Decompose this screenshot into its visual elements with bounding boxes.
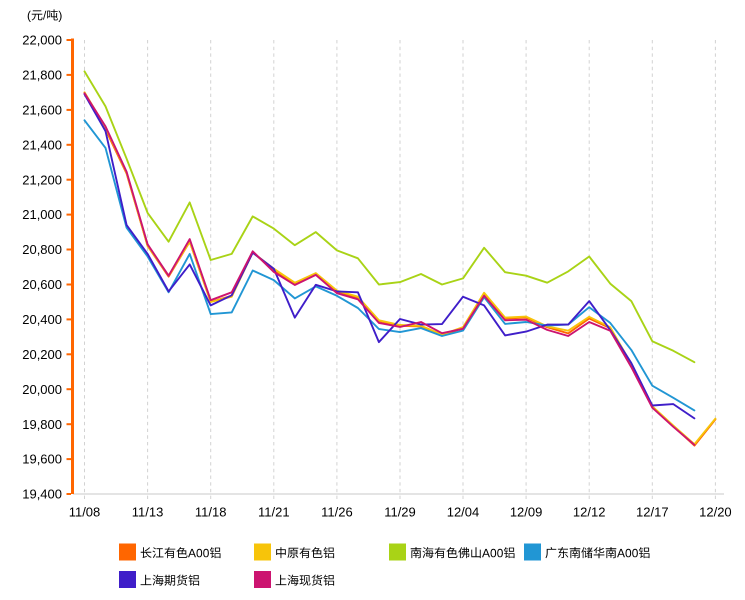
svg-text:11/18: 11/18 xyxy=(195,505,227,520)
svg-text:12/09: 12/09 xyxy=(510,505,543,520)
svg-text:11/08: 11/08 xyxy=(69,505,101,520)
svg-text:12/04: 12/04 xyxy=(447,505,480,520)
svg-text:21,600: 21,600 xyxy=(22,103,62,118)
svg-text:20,800: 20,800 xyxy=(22,242,62,257)
svg-text:20,000: 20,000 xyxy=(22,382,62,397)
svg-text:12/20: 12/20 xyxy=(699,505,732,520)
svg-text:11/21: 11/21 xyxy=(258,505,290,520)
svg-text:21,200: 21,200 xyxy=(22,172,62,187)
svg-text:12/12: 12/12 xyxy=(573,505,606,520)
svg-text:22,000: 22,000 xyxy=(22,33,62,48)
svg-text:21,800: 21,800 xyxy=(22,68,62,83)
svg-text:19,400: 19,400 xyxy=(22,487,62,502)
svg-text:12/17: 12/17 xyxy=(636,505,669,520)
svg-text:20,200: 20,200 xyxy=(22,347,62,362)
svg-text:21,400: 21,400 xyxy=(22,137,62,152)
svg-text:19,800: 19,800 xyxy=(22,417,62,432)
svg-text:21,000: 21,000 xyxy=(22,207,62,222)
svg-text:20,600: 20,600 xyxy=(22,277,62,292)
svg-text:11/13: 11/13 xyxy=(132,505,164,520)
svg-text:20,400: 20,400 xyxy=(22,312,62,327)
svg-text:11/29: 11/29 xyxy=(384,505,416,520)
svg-text:19,600: 19,600 xyxy=(22,452,62,467)
svg-text:11/26: 11/26 xyxy=(321,505,353,520)
